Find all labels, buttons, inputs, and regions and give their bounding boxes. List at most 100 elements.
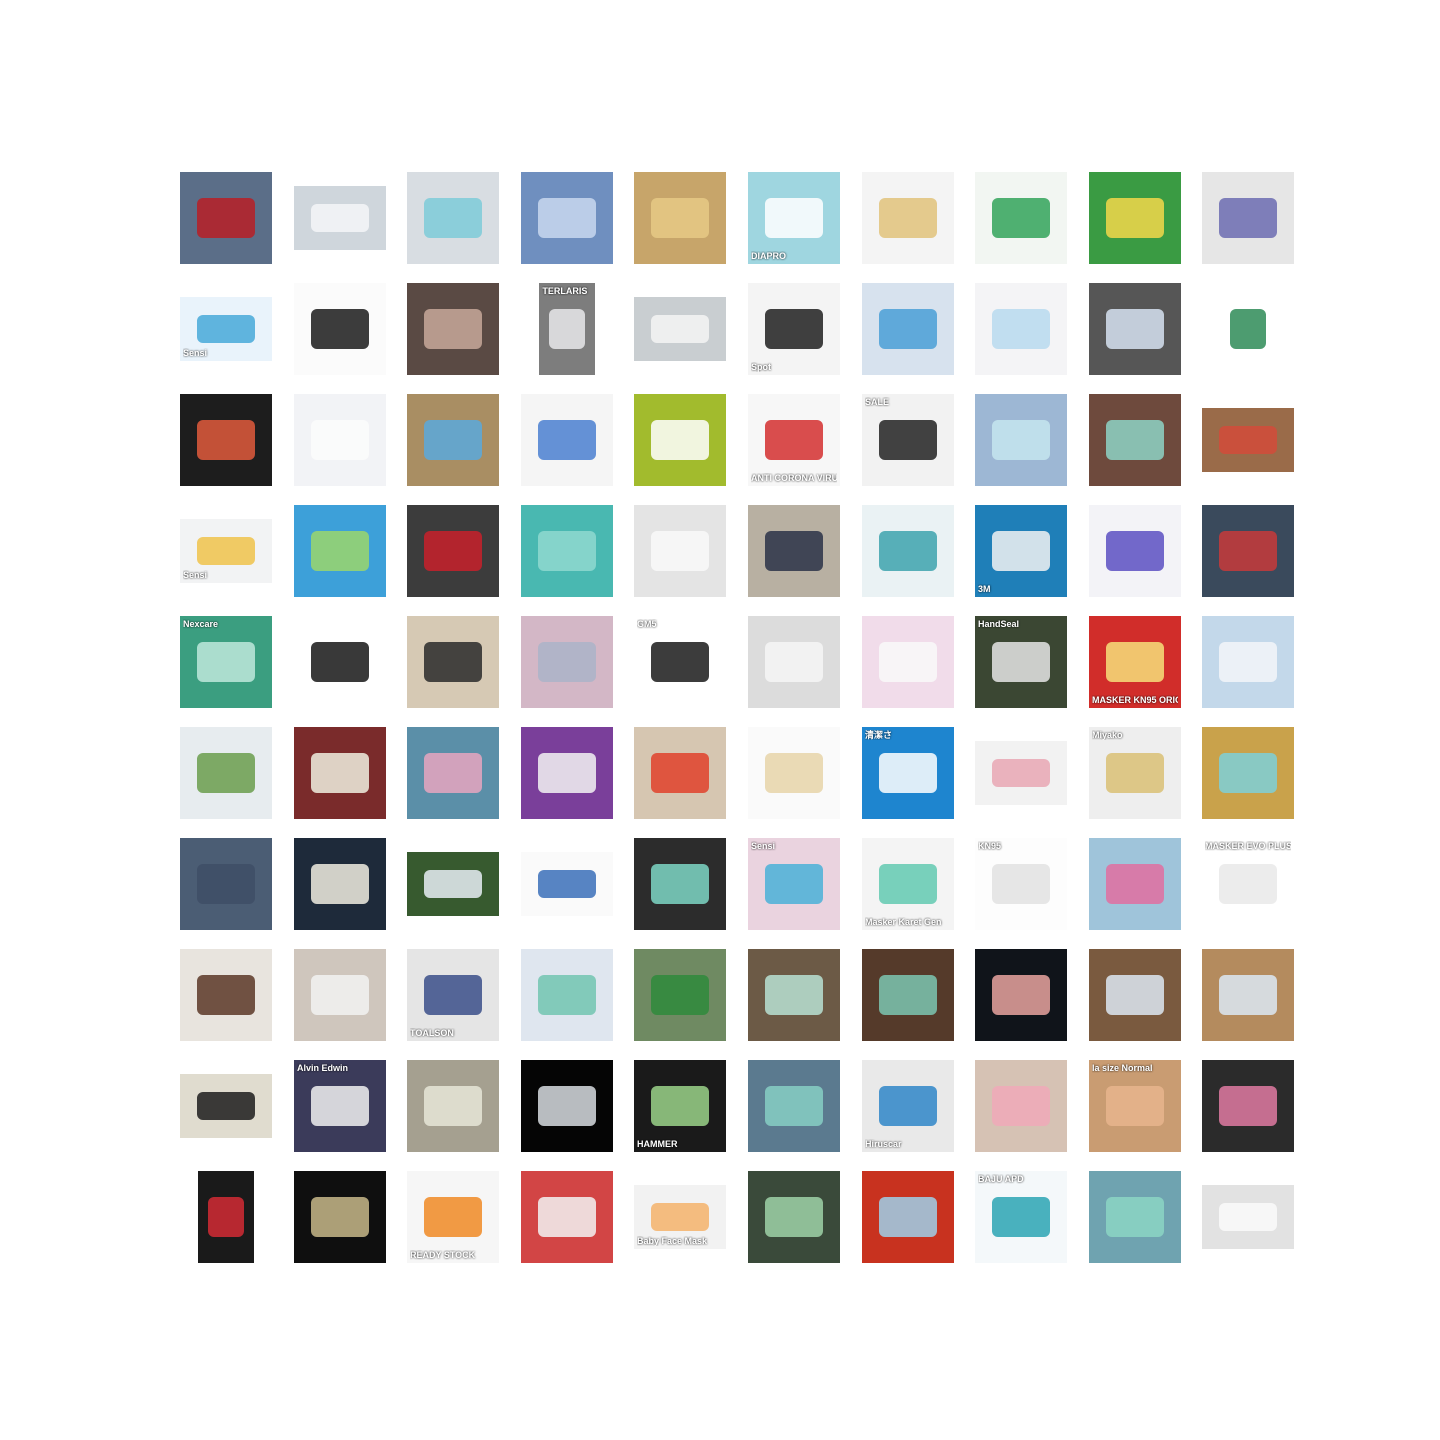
product-thumbnail[interactable] xyxy=(1202,1060,1294,1152)
product-thumbnail[interactable] xyxy=(634,394,726,486)
product-thumbnail[interactable]: Sensi xyxy=(748,838,840,930)
product-thumbnail[interactable] xyxy=(407,172,499,264)
product-thumbnail[interactable]: ANTI CORONA VIRUS xyxy=(748,394,840,486)
product-thumbnail[interactable] xyxy=(294,616,386,708)
product-thumbnail[interactable] xyxy=(407,838,499,930)
product-thumbnail[interactable]: Hiruscar xyxy=(862,1060,954,1152)
product-thumbnail[interactable]: HAMMER xyxy=(634,1060,726,1152)
product-thumbnail[interactable] xyxy=(294,394,386,486)
product-thumbnail[interactable] xyxy=(634,505,726,597)
product-thumbnail[interactable] xyxy=(748,616,840,708)
product-thumbnail[interactable] xyxy=(1202,616,1294,708)
product-thumbnail[interactable] xyxy=(1089,394,1181,486)
product-thumbnail[interactable] xyxy=(862,172,954,264)
product-thumbnail[interactable]: TERLARIS xyxy=(521,283,613,375)
product-thumbnail[interactable] xyxy=(1202,394,1294,486)
product-thumbnail[interactable]: READY STOCK xyxy=(407,1171,499,1263)
product-thumbnail[interactable]: TOALSON xyxy=(407,949,499,1041)
product-thumbnail[interactable] xyxy=(294,1171,386,1263)
product-thumbnail[interactable] xyxy=(634,172,726,264)
product-thumbnail[interactable] xyxy=(521,616,613,708)
product-thumbnail[interactable] xyxy=(634,727,726,819)
product-thumbnail[interactable] xyxy=(521,1171,613,1263)
product-thumbnail[interactable] xyxy=(180,394,272,486)
product-thumbnail[interactable] xyxy=(521,727,613,819)
product-thumbnail[interactable] xyxy=(634,949,726,1041)
product-thumbnail[interactable] xyxy=(180,727,272,819)
product-thumbnail[interactable] xyxy=(407,283,499,375)
product-thumbnail[interactable] xyxy=(748,1060,840,1152)
product-thumbnail[interactable] xyxy=(1089,1171,1181,1263)
product-thumbnail[interactable] xyxy=(748,505,840,597)
product-thumbnail[interactable] xyxy=(862,283,954,375)
product-thumbnail[interactable] xyxy=(294,727,386,819)
product-thumbnail[interactable]: HandSeal xyxy=(975,616,1067,708)
product-thumbnail[interactable]: Alvin Edwin xyxy=(294,1060,386,1152)
product-thumbnail[interactable] xyxy=(1202,283,1294,375)
product-thumbnail[interactable] xyxy=(180,949,272,1041)
product-thumbnail[interactable] xyxy=(1089,949,1181,1041)
product-thumbnail[interactable] xyxy=(521,172,613,264)
product-thumbnail[interactable] xyxy=(180,838,272,930)
product-thumbnail[interactable]: Sensi xyxy=(180,283,272,375)
product-thumbnail[interactable]: MASKER EVO PLUSMED xyxy=(1202,838,1294,930)
product-thumbnail[interactable] xyxy=(1202,1171,1294,1263)
product-thumbnail[interactable] xyxy=(1089,505,1181,597)
product-thumbnail[interactable]: 3M xyxy=(975,505,1067,597)
product-thumbnail[interactable] xyxy=(862,1171,954,1263)
product-thumbnail[interactable] xyxy=(521,949,613,1041)
product-thumbnail[interactable] xyxy=(862,949,954,1041)
product-thumbnail[interactable] xyxy=(521,838,613,930)
product-thumbnail[interactable]: Masker Karet Gen xyxy=(862,838,954,930)
product-thumbnail[interactable]: Miyako xyxy=(1089,727,1181,819)
product-thumbnail[interactable] xyxy=(975,172,1067,264)
product-thumbnail[interactable] xyxy=(1202,172,1294,264)
product-thumbnail[interactable] xyxy=(294,838,386,930)
product-thumbnail[interactable] xyxy=(975,727,1067,819)
product-thumbnail[interactable] xyxy=(180,172,272,264)
product-thumbnail[interactable] xyxy=(1089,838,1181,930)
product-thumbnail[interactable]: GM5 xyxy=(634,616,726,708)
product-thumbnail[interactable] xyxy=(180,1060,272,1152)
product-thumbnail[interactable]: MASKER KN95 ORIGINAL xyxy=(1089,616,1181,708)
product-thumbnail[interactable]: Baby Face Mask xyxy=(634,1171,726,1263)
product-thumbnail[interactable] xyxy=(634,838,726,930)
product-thumbnail[interactable] xyxy=(407,727,499,819)
product-thumbnail[interactable]: SALE xyxy=(862,394,954,486)
product-thumbnail[interactable] xyxy=(1089,172,1181,264)
product-thumbnail[interactable] xyxy=(748,1171,840,1263)
product-thumbnail[interactable] xyxy=(862,505,954,597)
product-thumbnail[interactable]: KN95 xyxy=(975,838,1067,930)
product-thumbnail[interactable]: BAJU APD xyxy=(975,1171,1067,1263)
product-thumbnail[interactable]: Nexcare xyxy=(180,616,272,708)
product-thumbnail[interactable] xyxy=(1202,949,1294,1041)
product-thumbnail[interactable] xyxy=(407,394,499,486)
product-thumbnail[interactable] xyxy=(407,1060,499,1152)
product-thumbnail[interactable] xyxy=(521,394,613,486)
product-thumbnail[interactable] xyxy=(294,949,386,1041)
product-thumbnail[interactable]: la size Normal xyxy=(1089,1060,1181,1152)
product-thumbnail[interactable] xyxy=(521,1060,613,1152)
product-thumbnail[interactable] xyxy=(180,1171,272,1263)
product-thumbnail[interactable] xyxy=(294,172,386,264)
product-thumbnail[interactable] xyxy=(1202,505,1294,597)
product-thumbnail[interactable] xyxy=(294,505,386,597)
product-thumbnail[interactable]: Sensi xyxy=(180,505,272,597)
product-thumbnail[interactable] xyxy=(521,505,613,597)
product-thumbnail[interactable] xyxy=(975,1060,1067,1152)
product-thumbnail[interactable] xyxy=(294,283,386,375)
product-thumbnail[interactable] xyxy=(407,616,499,708)
product-thumbnail[interactable]: DIAPRO xyxy=(748,172,840,264)
product-thumbnail[interactable] xyxy=(862,616,954,708)
product-thumbnail[interactable] xyxy=(1089,283,1181,375)
product-thumbnail[interactable] xyxy=(407,505,499,597)
product-thumbnail[interactable]: Spot xyxy=(748,283,840,375)
product-thumbnail[interactable] xyxy=(1202,727,1294,819)
product-thumbnail[interactable] xyxy=(634,283,726,375)
product-thumbnail[interactable] xyxy=(748,727,840,819)
product-thumbnail[interactable]: 清潔さ xyxy=(862,727,954,819)
product-thumbnail[interactable] xyxy=(975,949,1067,1041)
product-thumbnail[interactable] xyxy=(748,949,840,1041)
product-thumbnail[interactable] xyxy=(975,394,1067,486)
product-thumbnail[interactable] xyxy=(975,283,1067,375)
